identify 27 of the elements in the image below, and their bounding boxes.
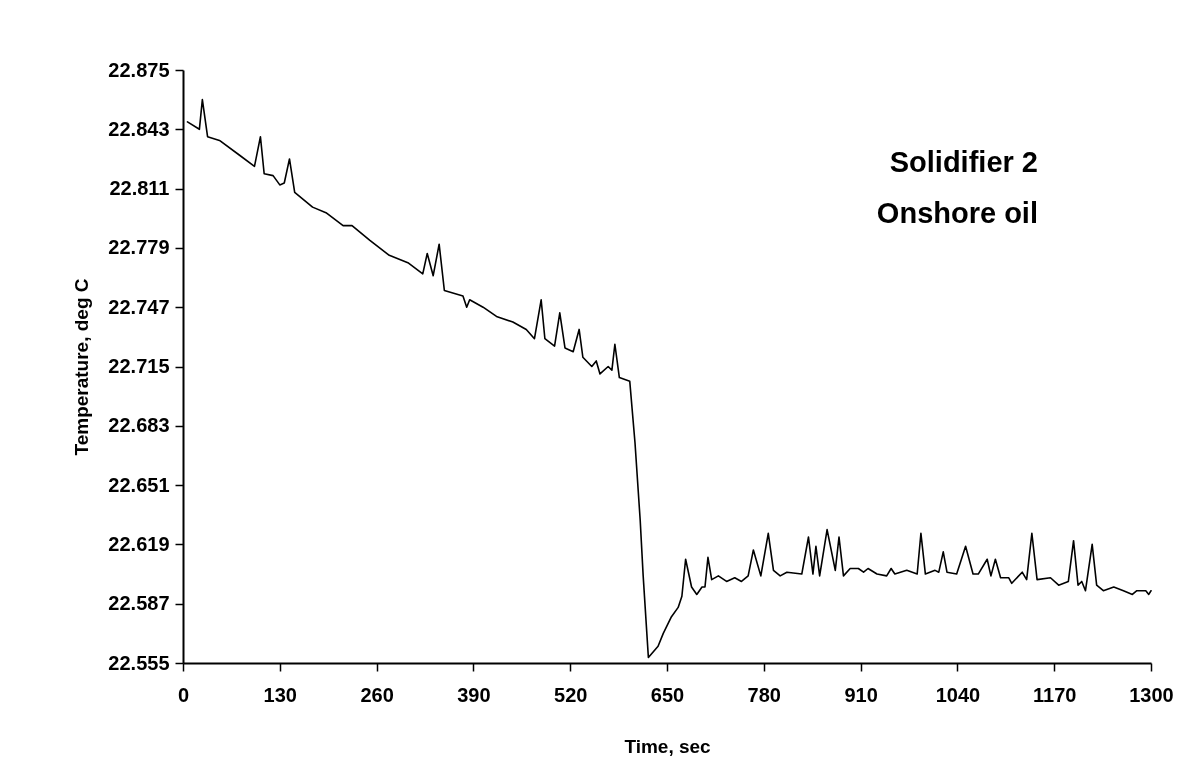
x-tick-label: 520: [554, 683, 588, 706]
y-axis-title: Temperature, deg C: [71, 278, 93, 456]
y-tick-label: 22.555: [108, 651, 170, 674]
y-tick-label: 22.875: [108, 58, 170, 81]
x-tick-label: 130: [263, 683, 297, 706]
y-tick-label: 22.587: [108, 592, 170, 615]
x-tick-label: 390: [457, 683, 491, 706]
y-tick-label: 22.651: [108, 473, 170, 496]
y-tick-label: 22.715: [108, 355, 170, 377]
x-tick-label: 780: [747, 683, 781, 706]
x-tick-label: 0: [177, 683, 190, 706]
x-tick-label: 1170: [1033, 683, 1077, 706]
x-tick-label: 910: [844, 683, 878, 706]
x-tick-label: 1040: [935, 683, 981, 706]
x-tick-label: 650: [650, 683, 685, 706]
y-tick-label: 22.843: [108, 117, 170, 140]
y-tick-label: 22.779: [108, 236, 170, 259]
annotation: Onshore oil: [876, 197, 1038, 229]
y-tick-label: 22.811: [109, 177, 170, 200]
annotation: Solidifier 2: [889, 146, 1038, 178]
x-axis-title: Time, sec: [624, 735, 712, 757]
y-tick-label: 22.683: [108, 414, 170, 437]
y-tick-label: 22.747: [108, 295, 170, 318]
x-tick-label: 260: [360, 683, 394, 706]
line-series: [186, 98, 1152, 659]
y-tick-label: 22.619: [108, 532, 170, 555]
x-tick-label: 1300: [1129, 683, 1174, 706]
